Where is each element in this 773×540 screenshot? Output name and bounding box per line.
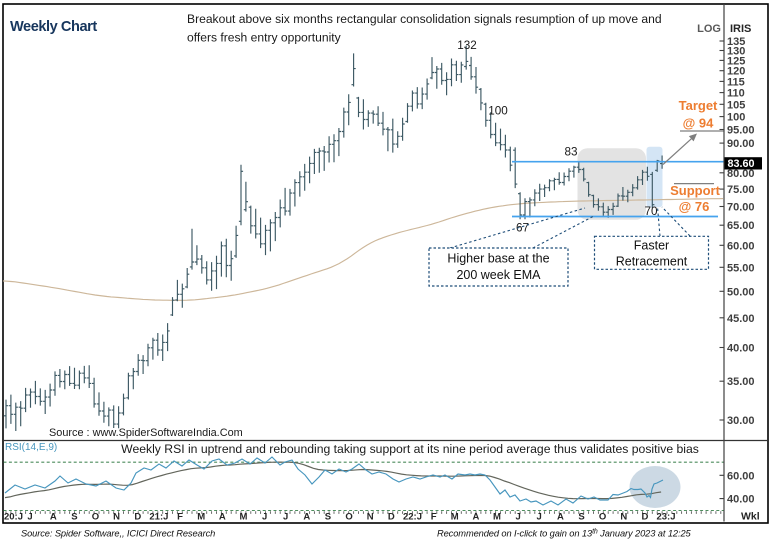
svg-text:S: S: [578, 512, 584, 523]
svg-text:105: 105: [727, 99, 745, 111]
svg-text:Retracement: Retracement: [616, 255, 688, 269]
svg-text:60.00: 60.00: [727, 470, 755, 482]
svg-text:J: J: [262, 512, 267, 523]
svg-text:135: 135: [727, 36, 745, 48]
svg-text:A: A: [50, 512, 57, 523]
svg-text:A: A: [557, 512, 564, 523]
svg-text:J: J: [515, 512, 520, 523]
svg-text:O: O: [345, 512, 352, 523]
svg-text:35.00: 35.00: [727, 376, 755, 388]
svg-text:30.00: 30.00: [727, 415, 755, 427]
svg-text:80.00: 80.00: [727, 168, 755, 180]
svg-text:A: A: [472, 512, 479, 523]
svg-text:Source : www.SpiderSoftwareInd: Source : www.SpiderSoftwareIndia.Com: [49, 427, 243, 439]
svg-text:110: 110: [727, 88, 745, 100]
svg-text:55.00: 55.00: [727, 262, 755, 274]
svg-text:@ 94: @ 94: [683, 116, 715, 131]
svg-text:60.00: 60.00: [727, 240, 755, 252]
svg-text:M: M: [451, 512, 459, 523]
svg-text:67: 67: [516, 222, 529, 235]
svg-text:M: M: [493, 512, 501, 523]
svg-text:45.00: 45.00: [727, 313, 755, 325]
svg-text:Wkl: Wkl: [741, 511, 760, 523]
svg-text:70: 70: [644, 205, 658, 218]
svg-text:@ 76: @ 76: [679, 199, 710, 214]
svg-text:100: 100: [488, 105, 508, 118]
svg-text:Breakout above six months rect: Breakout above six months rectangular co…: [187, 12, 662, 26]
svg-text:90.00: 90.00: [727, 138, 755, 150]
svg-text:LOG: LOG: [697, 23, 721, 35]
svg-text:N: N: [620, 512, 627, 523]
svg-text:D: D: [641, 512, 648, 523]
svg-text:132: 132: [457, 39, 477, 52]
svg-text:O: O: [599, 512, 606, 523]
svg-text:70.00: 70.00: [727, 202, 755, 214]
svg-text:D: D: [134, 512, 141, 523]
svg-text:A: A: [303, 512, 310, 523]
svg-text:65.00: 65.00: [727, 220, 755, 232]
svg-text:D: D: [388, 512, 395, 523]
svg-text:M: M: [197, 512, 205, 523]
svg-text:Weekly RSI in uptrend and rebo: Weekly RSI in uptrend and rebounding tak…: [121, 442, 699, 456]
svg-text:M: M: [239, 512, 247, 523]
svg-text:21:J: 21:J: [149, 512, 168, 523]
svg-text:22:J: 22:J: [403, 512, 422, 523]
svg-text:Target: Target: [679, 98, 718, 113]
svg-text:50.00: 50.00: [727, 286, 755, 298]
svg-text:200 week EMA: 200 week EMA: [456, 268, 541, 282]
svg-text:20:J: 20:J: [4, 512, 23, 523]
svg-text:Weekly Chart: Weekly Chart: [10, 19, 97, 35]
svg-text:75.00: 75.00: [727, 184, 755, 196]
svg-text:IRIS: IRIS: [730, 23, 751, 35]
svg-text:F: F: [177, 512, 183, 523]
svg-text:RSI(14,E,9): RSI(14,E,9): [5, 442, 57, 453]
svg-text:offers fresh entry opportunity: offers fresh entry opportunity: [187, 31, 342, 45]
svg-text:115: 115: [727, 76, 745, 88]
svg-text:Faster: Faster: [634, 239, 669, 253]
svg-text:O: O: [92, 512, 99, 523]
svg-text:N: N: [113, 512, 120, 523]
svg-text:N: N: [367, 512, 374, 523]
svg-text:Higher base at the: Higher base at the: [447, 252, 549, 266]
svg-text:A: A: [219, 512, 226, 523]
svg-text:Recommended on I-click to gain: Recommended on I-click to gain on 13th J…: [437, 529, 692, 539]
svg-text:83.60: 83.60: [728, 158, 755, 170]
svg-text:125: 125: [727, 55, 745, 67]
svg-text:130: 130: [727, 46, 745, 58]
svg-text:F: F: [431, 512, 437, 523]
svg-text:Source: Spider Software,, ICIC: Source: Spider Software,, ICICI Direct R…: [21, 529, 215, 539]
svg-text:J: J: [537, 512, 542, 523]
svg-text:J: J: [27, 512, 32, 523]
svg-text:83: 83: [564, 146, 577, 159]
svg-text:40.00: 40.00: [727, 494, 755, 506]
svg-text:100: 100: [727, 112, 745, 124]
svg-text:40.00: 40.00: [727, 343, 755, 355]
svg-text:S: S: [325, 512, 331, 523]
svg-text:120: 120: [727, 66, 745, 78]
svg-text:J: J: [283, 512, 288, 523]
svg-text:S: S: [71, 512, 77, 523]
svg-text:Support: Support: [670, 183, 720, 198]
svg-text:23:J: 23:J: [656, 512, 675, 523]
svg-text:95.00: 95.00: [727, 125, 755, 137]
